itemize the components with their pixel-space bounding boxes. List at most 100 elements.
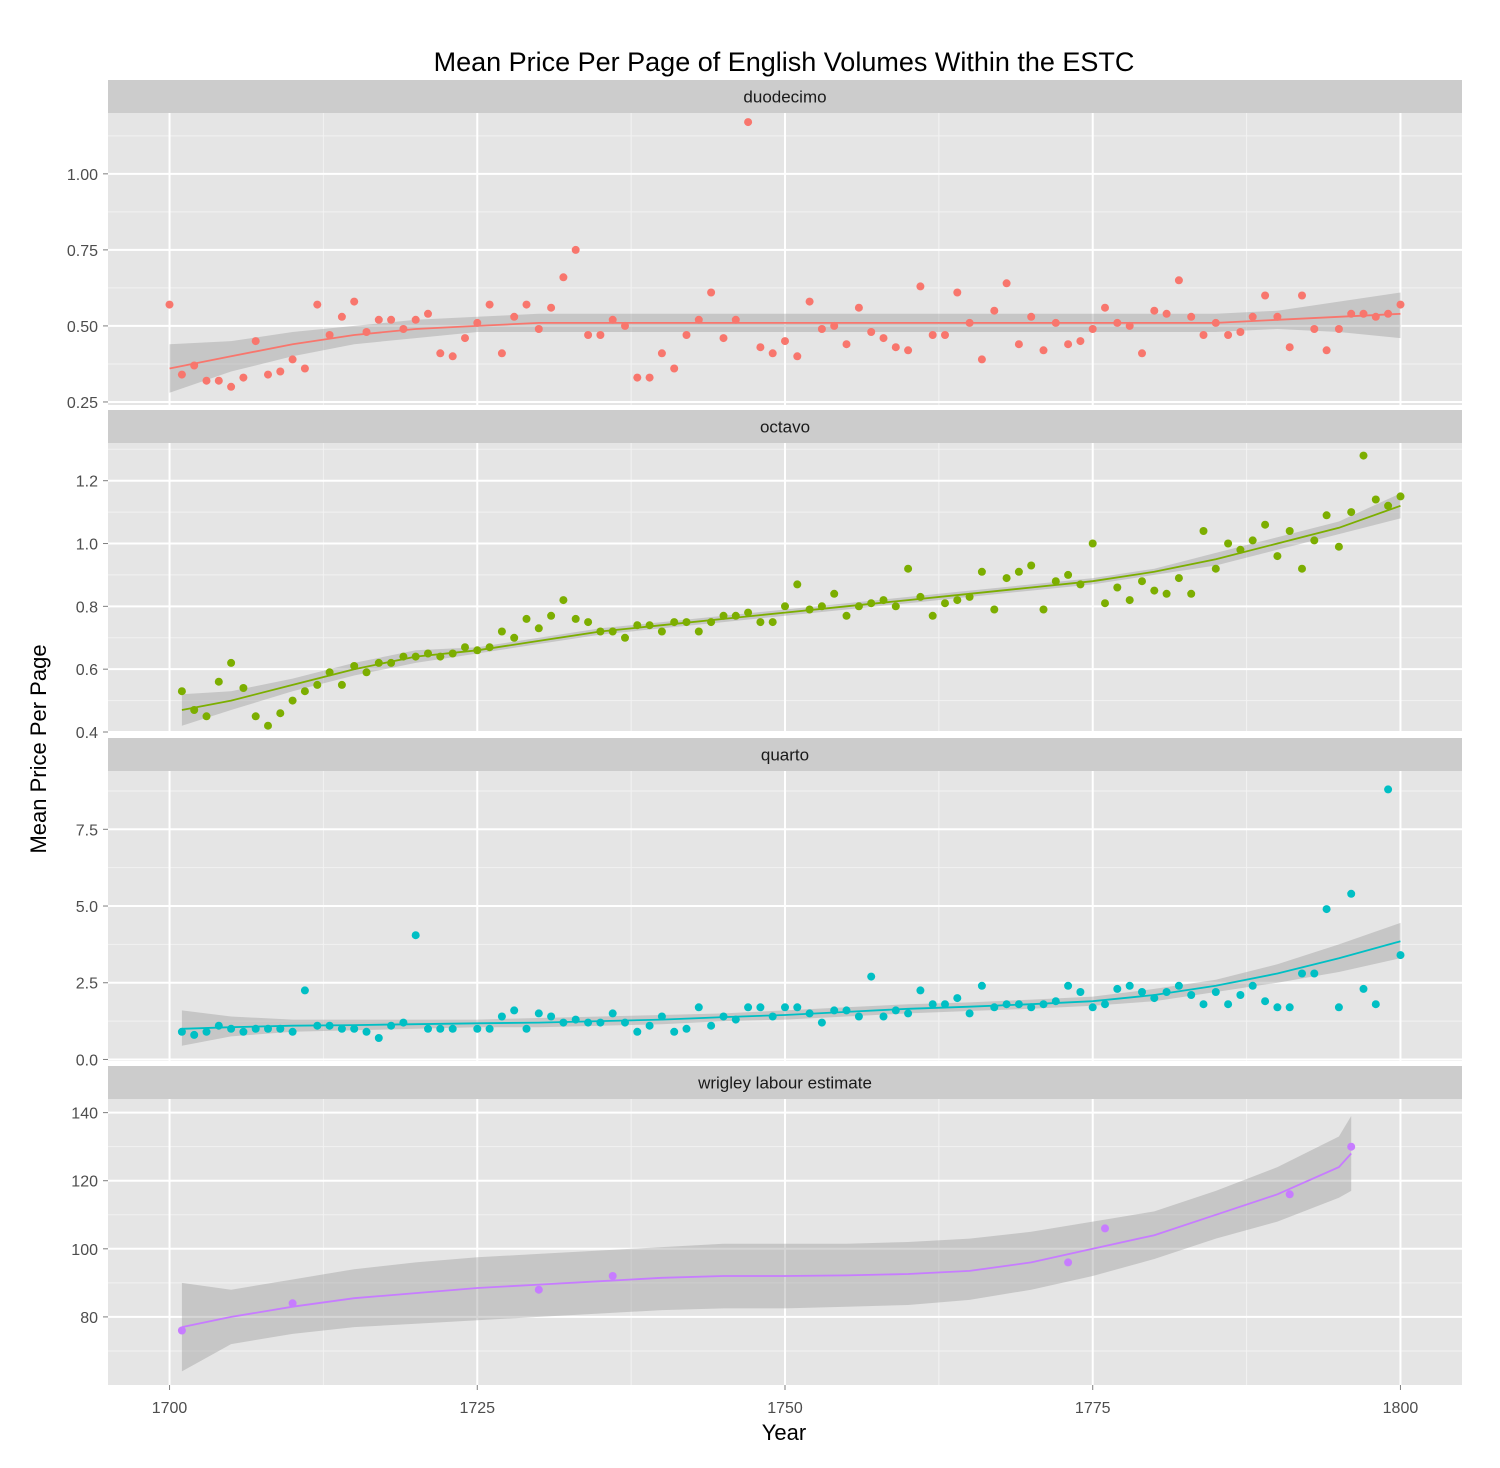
data-point [473,646,482,655]
data-point [657,349,666,358]
data-point [1285,1003,1294,1012]
data-point [633,1027,642,1036]
data-point [1384,501,1393,510]
data-point [276,709,285,718]
data-point [670,364,679,373]
data-point [559,1018,568,1027]
panel-quarto: quarto 0.0 2.5 5.0 7.5 [76,738,1462,1069]
data-point [1347,508,1356,517]
data-point [374,1034,383,1042]
data-point [1199,1000,1208,1009]
data-point [190,706,199,714]
data-point [621,321,629,330]
data-point [830,321,839,330]
data-point [497,349,506,358]
panel-strip [108,1066,1462,1099]
data-point [1334,542,1343,551]
data-point [227,382,236,391]
data-point [584,618,593,627]
panel-strip-label: wrigley labour estimate [697,1074,872,1093]
panel-strip [108,410,1462,443]
data-point [1322,346,1331,355]
data-point [190,361,199,370]
data-point [1088,325,1097,333]
data-point [1248,536,1257,545]
data-point [1273,1003,1282,1012]
data-point [1236,991,1245,999]
data-point [177,1326,186,1335]
data-point [362,668,371,677]
data-point [559,596,568,605]
data-point [534,624,543,633]
data-point [977,567,986,576]
x-tick-label: 1725 [459,1400,495,1417]
data-point [313,1021,322,1030]
data-point [510,312,519,321]
data-point [374,315,383,324]
data-point [891,602,900,611]
data-point [411,931,420,940]
data-point [1298,969,1306,978]
data-point [350,662,359,670]
data-point [547,1012,556,1021]
data-point [682,618,691,627]
data-point [731,1015,740,1024]
data-point [1027,561,1036,570]
data-point [928,611,937,620]
data-point [1224,1000,1233,1009]
data-point [793,580,802,589]
data-point [374,658,383,667]
data-point [596,331,605,339]
data-point [522,300,531,309]
data-point [719,611,728,620]
data-point [1039,605,1048,614]
data-point [325,1021,334,1030]
data-point [1236,545,1245,554]
data-point [1101,1000,1109,1009]
panel-strip [108,80,1462,113]
data-point [1014,567,1023,576]
x-axis: 1700 1725 1750 1775 1800 [152,1385,1418,1417]
data-point [633,373,642,382]
data-point [448,649,457,658]
data-point [1088,1003,1097,1012]
data-point [436,349,445,358]
data-point [1039,1000,1048,1009]
data-point [621,633,629,642]
data-point [251,1024,260,1033]
data-point [288,355,297,364]
data-point [756,343,765,352]
data-point [879,334,888,343]
data-point [990,605,999,614]
data-point [313,300,322,309]
data-point [202,376,211,385]
data-point [621,1018,629,1027]
y-tick-label: 1.0 [76,537,98,554]
data-point [1138,349,1146,358]
y-tick-label: 0.25 [67,395,98,412]
data-point [1273,552,1282,561]
data-point [510,633,519,642]
panel-duodecimo: duodecimo 0.25 0.50 0.75 1.00 [67,80,1462,412]
data-point [1002,1000,1011,1009]
data-point [510,1006,519,1015]
data-point [337,680,346,689]
data-point [707,288,716,297]
data-point [1162,988,1171,996]
data-point [1236,328,1245,336]
data-point [436,1024,445,1033]
data-point [313,680,322,689]
data-point [1224,539,1233,548]
data-point [239,1027,248,1036]
data-point [1199,527,1208,535]
data-point [1174,574,1183,583]
data-point [879,596,888,605]
data-point [805,1009,814,1018]
data-point [461,334,469,343]
data-point [744,1003,753,1012]
data-point [547,303,556,312]
data-point [1396,300,1405,309]
smooth-line [169,312,1401,370]
data-point [485,643,494,652]
y-tick-label: 0.6 [76,662,98,679]
